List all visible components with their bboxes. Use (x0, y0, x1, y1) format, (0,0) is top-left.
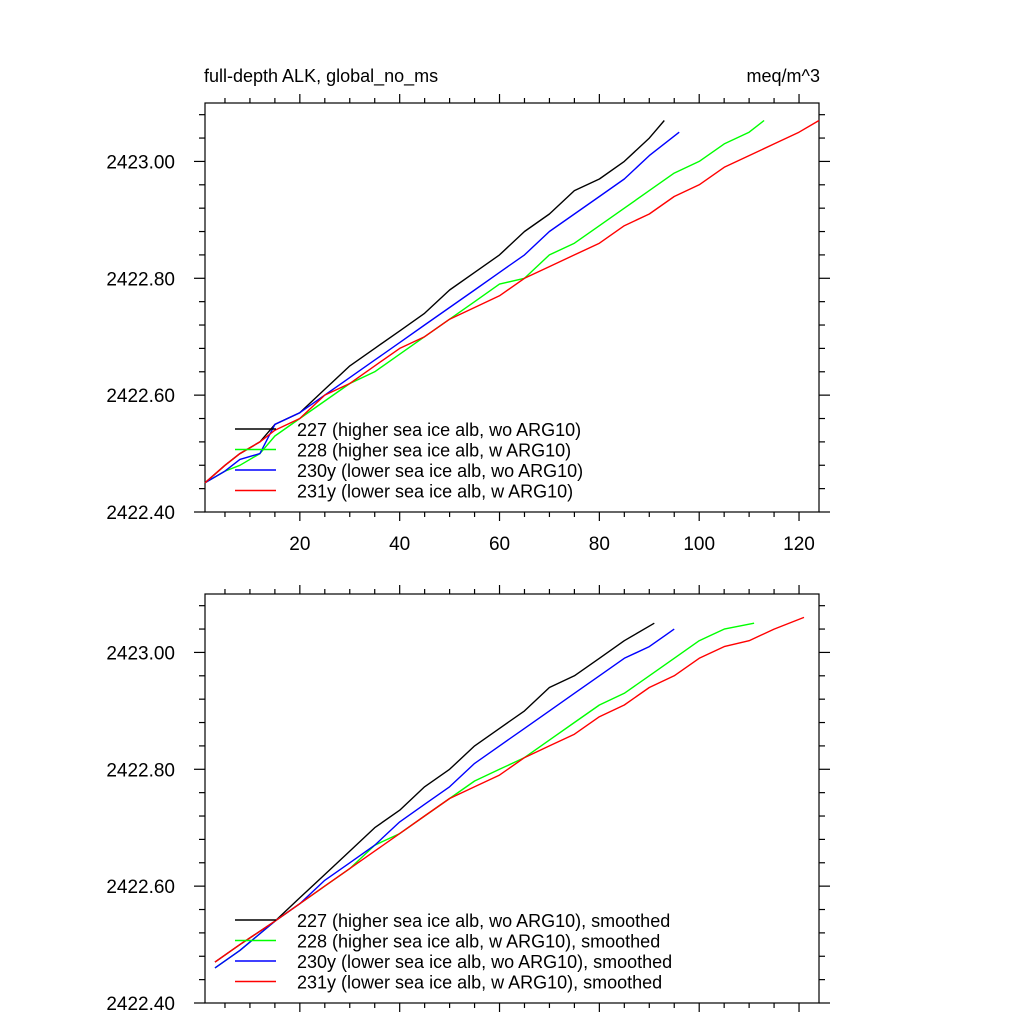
x-tick-label: 60 (489, 534, 510, 555)
x-tick-label: 120 (783, 534, 815, 555)
plot-frame (204, 593, 820, 1004)
y-tick-label: 2422.40 (106, 994, 175, 1015)
series-line-0 (204, 120, 665, 484)
top-chart-panel: full-depth ALK, global_no_ms meq/m^3 20 4… (106, 66, 830, 555)
legend-label-0: 227 (higher sea ice alb, wo ARG10) (297, 420, 581, 440)
legend-label-0: 227 (higher sea ice alb, wo ARG10), smoo… (297, 911, 670, 931)
y-tick-label: 2422.60 (106, 386, 175, 407)
bottom-plot-area: 2422.40 2422.60 2422.80 2423.00 227 (higher … (106, 585, 830, 1015)
legend-label-2: 230y (lower sea ice alb, wo ARG10) (297, 461, 583, 481)
series-line-3 (214, 616, 805, 963)
y-tick-label: 2422.80 (106, 269, 175, 290)
y-tick-label: 2423.00 (106, 152, 175, 173)
top-plot-area: 20 40 60 80 100 120 2422.40 2422.60 2422.80 2423.… (106, 94, 830, 555)
y-tick-label: 2422.60 (106, 877, 175, 898)
series-line-3 (204, 119, 820, 484)
x-tick-label: 80 (589, 534, 610, 555)
legend-label-3: 231y (lower sea ice alb, w ARG10) (297, 482, 573, 502)
chart-units: meq/m^3 (747, 66, 820, 86)
x-tick-label: 40 (389, 534, 410, 555)
x-tick-label: 20 (289, 534, 310, 555)
chart-title: full-depth ALK, global_no_ms (204, 66, 438, 87)
legend-label-2: 230y (lower sea ice alb, wo ARG10), smoo… (297, 952, 672, 972)
series-line-0 (214, 622, 655, 963)
legend-label-1: 228 (higher sea ice alb, w ARG10), smoot… (297, 932, 660, 952)
y-tick-label: 2423.00 (106, 643, 175, 664)
x-tick-label: 100 (683, 534, 715, 555)
y-tick-label: 2422.40 (106, 503, 175, 524)
series-line-1 (204, 119, 765, 484)
series-line-2 (204, 131, 680, 484)
y-tick-label: 2422.80 (106, 760, 175, 781)
bottom-chart-panel: 2422.40 2422.60 2422.80 2423.00 227 (higher … (106, 585, 830, 1015)
legend-label-1: 228 (higher sea ice alb, w ARG10) (297, 441, 571, 461)
legend-label-3: 231y (lower sea ice alb, w ARG10), smoot… (297, 973, 662, 993)
plot-frame (204, 102, 820, 513)
